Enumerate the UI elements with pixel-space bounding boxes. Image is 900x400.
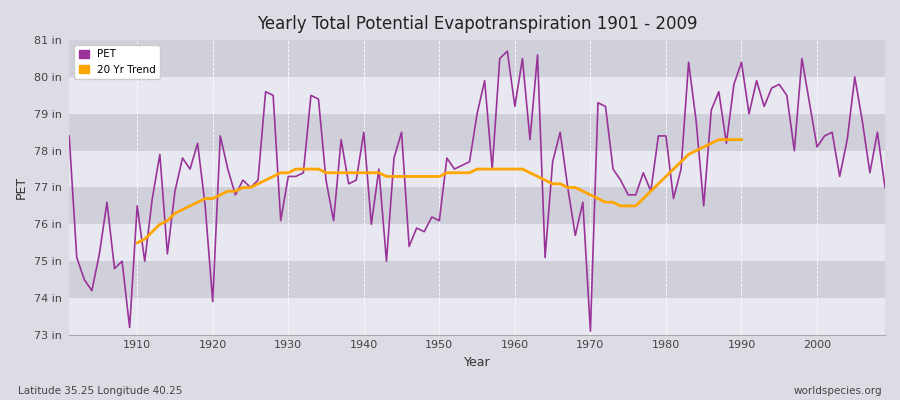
PET [336, 137, 346, 142]
Bar [69, 188, 885, 224]
PET [124, 325, 135, 330]
PET [64, 134, 75, 138]
PET [879, 185, 890, 190]
PET [585, 329, 596, 334]
20 Yr Trend [464, 170, 475, 175]
Line: 20 Yr Trend: 20 Yr Trend [137, 140, 742, 243]
Text: worldspecies.org: worldspecies.org [794, 386, 882, 396]
PET [291, 174, 302, 179]
20 Yr Trend [623, 204, 634, 208]
20 Yr Trend [736, 137, 747, 142]
Bar [69, 151, 885, 188]
PET [616, 178, 626, 182]
Title: Yearly Total Potential Evapotranspiration 1901 - 2009: Yearly Total Potential Evapotranspiratio… [256, 15, 698, 33]
20 Yr Trend [131, 240, 142, 245]
X-axis label: Year: Year [464, 356, 490, 369]
PET [509, 104, 520, 109]
PET [502, 49, 513, 54]
20 Yr Trend [676, 159, 687, 164]
20 Yr Trend [578, 189, 589, 194]
Line: PET: PET [69, 51, 885, 331]
Bar [69, 261, 885, 298]
PET [517, 56, 527, 61]
20 Yr Trend [509, 167, 520, 172]
Bar [69, 224, 885, 261]
Bar [69, 298, 885, 335]
20 Yr Trend [714, 137, 724, 142]
Text: Latitude 35.25 Longitude 40.25: Latitude 35.25 Longitude 40.25 [18, 386, 183, 396]
Legend: PET, 20 Yr Trend: PET, 20 Yr Trend [75, 45, 160, 79]
Bar [69, 40, 885, 77]
Bar [69, 114, 885, 151]
Bar [69, 77, 885, 114]
Y-axis label: PET: PET [15, 176, 28, 199]
20 Yr Trend [653, 182, 664, 186]
